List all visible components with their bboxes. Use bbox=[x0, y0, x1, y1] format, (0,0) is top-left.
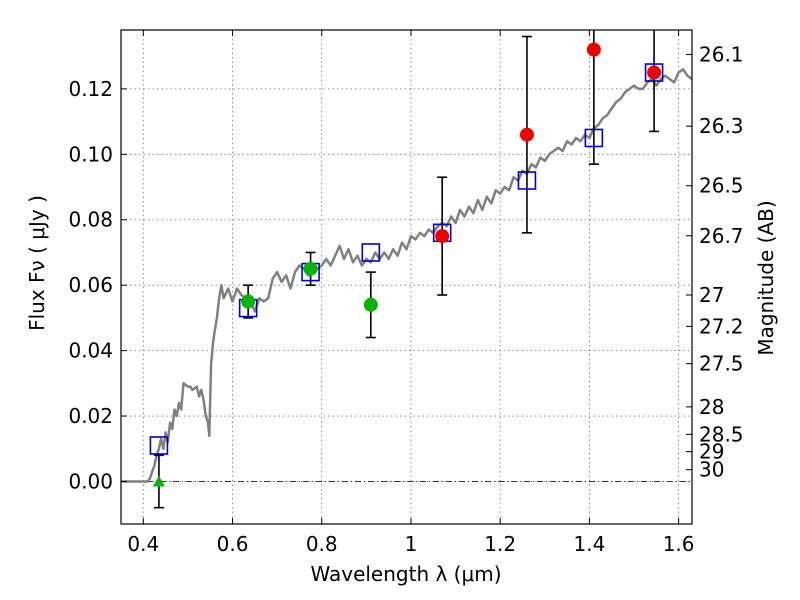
magnitude-tick-label: 26.1 bbox=[699, 43, 744, 67]
x-tick-label: 1.2 bbox=[484, 532, 516, 556]
observed-flux-point bbox=[519, 127, 534, 142]
upper-limit-marker bbox=[152, 475, 165, 487]
magnitude-tick-label: 27.5 bbox=[699, 352, 744, 376]
magnitude-tick-label: 28 bbox=[699, 395, 724, 419]
x-tick-label: 0.8 bbox=[306, 532, 338, 556]
magnitude-tick-label: 27.2 bbox=[699, 314, 744, 338]
x-tick-label: 1 bbox=[405, 532, 418, 556]
magnitude-tick-label: 27 bbox=[699, 283, 724, 307]
series-layer bbox=[121, 30, 693, 509]
y-tick-label: 0.00 bbox=[68, 469, 113, 493]
magnitude-tick-label: 30 bbox=[699, 458, 724, 482]
magnitude-tick-label: 26.7 bbox=[699, 224, 744, 248]
axis-layer: 0.4 0.6 0.8 1 1.2 1.4 1.6 0.00 0.02 0.04 0.06 0.08 0… bbox=[68, 30, 744, 556]
x-tick-label: 1.6 bbox=[663, 532, 695, 556]
magnitude-tick-label: 26.3 bbox=[699, 114, 744, 138]
plot-frame bbox=[120, 29, 693, 525]
model-photometry-square bbox=[584, 128, 604, 148]
y-axis-title: Flux Fν ( μJy ) bbox=[25, 195, 49, 331]
magnitude-tick-label: 26.5 bbox=[699, 174, 744, 198]
y-tick-label: 0.08 bbox=[68, 208, 113, 232]
model-photometry-square bbox=[644, 63, 664, 82]
x-axis-title: Wavelength λ (μm) bbox=[310, 562, 501, 586]
magnitude-tick-label: 29 bbox=[699, 440, 724, 464]
model-photometry-square bbox=[517, 171, 537, 190]
x-tick-label: 0.6 bbox=[217, 532, 249, 556]
x-tick-label: 1.4 bbox=[573, 532, 605, 556]
observed-flux-point bbox=[586, 42, 601, 57]
observed-flux-point bbox=[647, 65, 662, 80]
observed-flux-point bbox=[363, 297, 378, 312]
observed-flux-point bbox=[435, 229, 450, 244]
right-axis-title: Magnitude (AB) bbox=[754, 200, 778, 355]
y-tick-label: 0.06 bbox=[68, 273, 113, 297]
magnitude-tick-label: 28.5 bbox=[699, 422, 744, 446]
observed-flux-point bbox=[241, 294, 256, 309]
x-tick-label: 0.4 bbox=[127, 532, 159, 556]
observed-flux-point bbox=[303, 261, 318, 276]
y-tick-label: 0.04 bbox=[68, 339, 113, 363]
y-tick-label: 0.02 bbox=[68, 404, 113, 428]
y-tick-label: 0.10 bbox=[68, 142, 113, 166]
y-tick-label: 0.12 bbox=[68, 77, 113, 101]
model-photometry-square bbox=[361, 243, 381, 262]
model-photometry-square bbox=[149, 436, 169, 455]
